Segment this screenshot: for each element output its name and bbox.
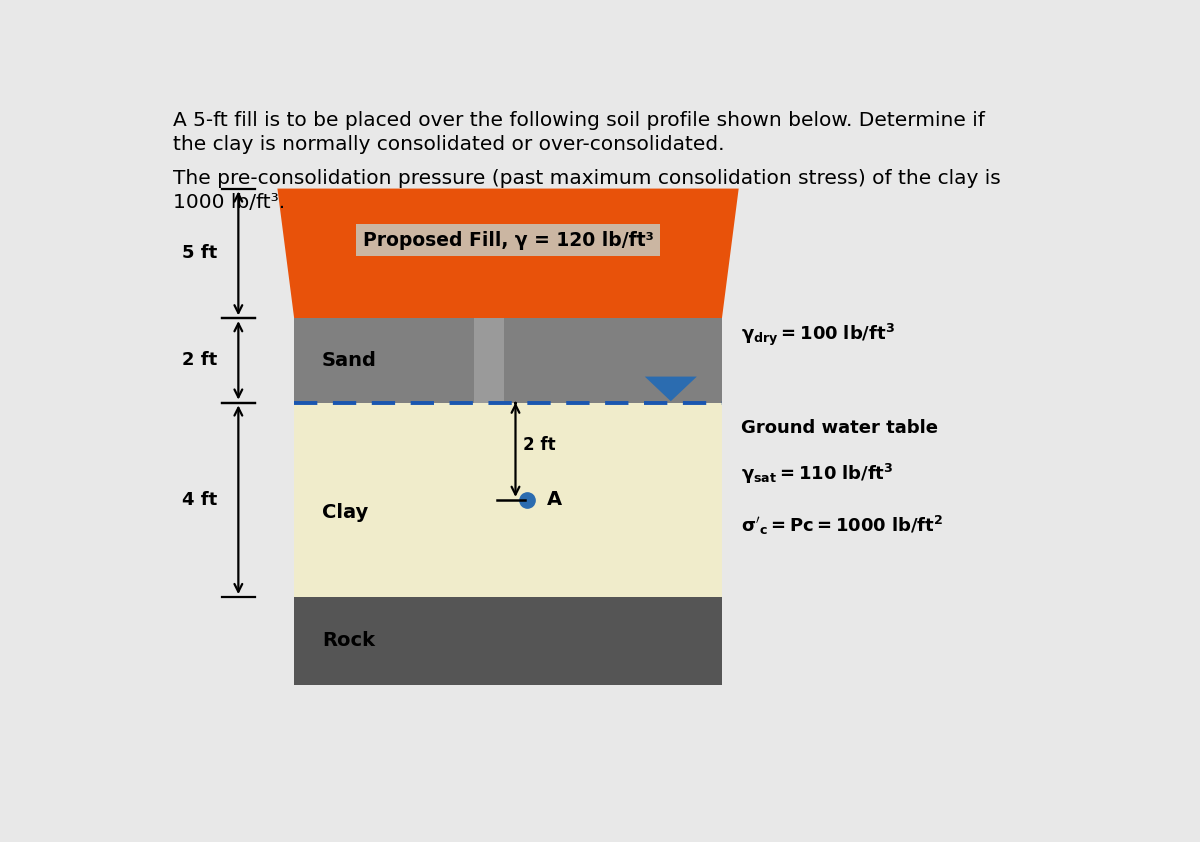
Text: Ground water table: Ground water table xyxy=(740,418,937,437)
Bar xyxy=(294,318,722,402)
Text: 5 ft: 5 ft xyxy=(181,244,217,263)
Text: Proposed Fill, γ = 120 lb/ft³: Proposed Fill, γ = 120 lb/ft³ xyxy=(362,231,654,250)
Bar xyxy=(474,318,504,402)
Text: A 5-ft fill is to be placed over the following soil profile shown below. Determi: A 5-ft fill is to be placed over the fol… xyxy=(173,111,985,130)
Text: Clay: Clay xyxy=(322,504,368,522)
Text: Sand: Sand xyxy=(322,351,377,370)
Text: the clay is normally consolidated or over-consolidated.: the clay is normally consolidated or ove… xyxy=(173,135,725,154)
Text: $\mathbf{\gamma_{dry}}$$\mathbf{= 100\ lb/ft^3}$: $\mathbf{\gamma_{dry}}$$\mathbf{= 100\ l… xyxy=(740,322,894,348)
Polygon shape xyxy=(644,376,697,402)
Text: Rock: Rock xyxy=(322,632,376,650)
Text: A: A xyxy=(547,490,563,509)
Bar xyxy=(294,597,722,685)
Text: The pre-consolidation pressure (past maximum consolidation stress) of the clay i: The pre-consolidation pressure (past max… xyxy=(173,169,1001,188)
Bar xyxy=(294,402,722,597)
Text: $\mathbf{\sigma'_c}$$\mathbf{= Pc = 1000\ lb/ft^2}$: $\mathbf{\sigma'_c}$$\mathbf{= Pc = 1000… xyxy=(740,514,943,537)
Text: $\mathbf{\gamma_{sat}}$$\mathbf{= 110\ lb/ft^3}$: $\mathbf{\gamma_{sat}}$$\mathbf{= 110\ l… xyxy=(740,461,893,486)
Text: 1000 lb/ft³.: 1000 lb/ft³. xyxy=(173,193,286,212)
Text: 2 ft: 2 ft xyxy=(181,351,217,370)
Polygon shape xyxy=(277,189,739,318)
Text: 4 ft: 4 ft xyxy=(181,491,217,509)
Text: 2 ft: 2 ft xyxy=(523,435,556,454)
